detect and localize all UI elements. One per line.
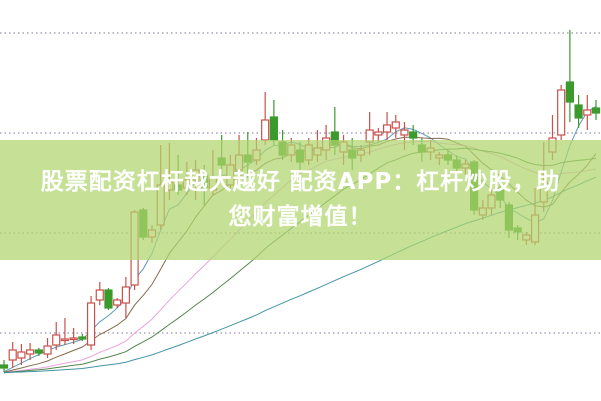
- candle: [60, 318, 70, 345]
- candle-body: [26, 349, 35, 355]
- candle-body: [86, 302, 96, 346]
- candle-body: [8, 349, 17, 361]
- candle-body: [34, 349, 43, 354]
- candle: [34, 348, 43, 356]
- candle-body: [17, 351, 26, 359]
- candle: [52, 322, 61, 350]
- candle-body: [374, 131, 383, 136]
- banner-line-1: 股票配资杠杆越大越好 配资APP：杠杆炒股，助: [40, 169, 561, 195]
- candle: [8, 342, 17, 368]
- candle: [43, 338, 52, 358]
- candle: [78, 334, 87, 341]
- candle-body: [382, 124, 392, 133]
- candle: [69, 328, 78, 344]
- candle-body: [583, 109, 592, 116]
- candle: [26, 343, 35, 360]
- candle-body: [557, 89, 566, 136]
- candle-body: [574, 104, 583, 119]
- banner-line-2: 您财富增值！: [228, 204, 373, 230]
- candle-body: [591, 107, 601, 114]
- candle-body: [43, 345, 52, 355]
- candle: [121, 277, 130, 318]
- candle-body: [409, 131, 418, 139]
- candle: [374, 128, 383, 142]
- candle: [261, 92, 270, 145]
- candle-body: [52, 334, 61, 346]
- candle: [17, 344, 26, 365]
- candle-body: [121, 286, 130, 304]
- candle-body: [0, 364, 9, 369]
- candle: [86, 296, 96, 350]
- candle-body: [269, 116, 278, 141]
- promo-banner: 股票配资杠杆越大越好 配资APP：杠杆炒股，助 您财富增值！: [0, 140, 601, 260]
- candle: [382, 112, 392, 140]
- candle-body: [113, 299, 122, 306]
- candle-body: [78, 336, 87, 340]
- candle: [565, 30, 574, 122]
- candle-body: [261, 119, 270, 141]
- candle: [95, 282, 104, 305]
- candle-body: [391, 121, 400, 129]
- candle-body: [69, 337, 78, 341]
- candle-body: [60, 338, 70, 342]
- candle: [591, 100, 601, 120]
- candle: [557, 85, 566, 140]
- candle: [104, 288, 113, 310]
- candle-body: [95, 289, 104, 301]
- candle: [113, 298, 122, 308]
- candle-body: [104, 289, 113, 309]
- candle: [583, 95, 592, 130]
- candle: [0, 360, 9, 372]
- candle-body: [400, 129, 409, 136]
- candle-body: [565, 81, 574, 103]
- candle: [391, 115, 400, 138]
- candle: [574, 95, 583, 128]
- candle: [269, 100, 278, 145]
